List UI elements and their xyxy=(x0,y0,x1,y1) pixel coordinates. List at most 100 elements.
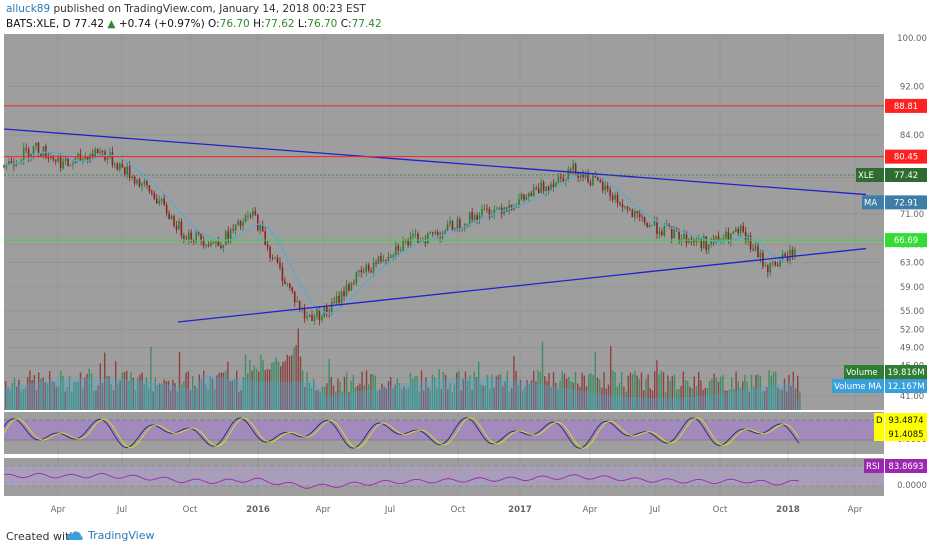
volume-bar xyxy=(304,386,306,410)
candle-body xyxy=(510,204,513,211)
volume-bar xyxy=(484,385,486,410)
volume-bar xyxy=(244,354,247,410)
volume-bar xyxy=(291,355,293,410)
candle-body xyxy=(601,182,604,191)
time-tick-label: Oct xyxy=(713,505,728,515)
candle-body xyxy=(276,257,279,263)
volume-bar xyxy=(68,375,71,410)
candle-body xyxy=(67,158,69,167)
volume-bar xyxy=(297,328,299,410)
volume-bar xyxy=(632,374,634,410)
volume-bar xyxy=(640,372,643,410)
volume-bar xyxy=(42,377,44,410)
candle-body xyxy=(37,142,40,154)
candle-body xyxy=(693,240,695,243)
value-tag: Volume MA 12.167M xyxy=(832,379,927,393)
value-tag-name-bg xyxy=(856,168,884,183)
volume-bar xyxy=(143,383,145,410)
volume-bar xyxy=(673,374,676,410)
candle-body xyxy=(414,233,417,235)
candle-body xyxy=(50,156,52,159)
volume-bar xyxy=(546,380,548,410)
volume-bar xyxy=(588,373,590,410)
candle-body xyxy=(261,224,264,232)
volume-bar xyxy=(680,386,682,410)
candle-body xyxy=(478,215,481,220)
volume-bar xyxy=(781,389,783,410)
candle-body xyxy=(456,219,459,232)
volume-bar xyxy=(269,369,271,410)
volume-bar xyxy=(720,376,722,410)
volume-bar xyxy=(57,386,60,410)
candle-body xyxy=(422,239,424,243)
level-tag-bg xyxy=(885,98,927,113)
candle-body xyxy=(210,242,212,246)
price-tick-label: 55.00 xyxy=(900,307,924,317)
volume-bar xyxy=(453,384,456,410)
volume-bar xyxy=(416,376,418,410)
volume-bar xyxy=(425,377,427,410)
stoch-tag: 91.4085 xyxy=(874,427,927,441)
volume-bar xyxy=(739,387,742,410)
candle-body xyxy=(390,256,392,258)
rsi-pane xyxy=(4,458,884,496)
volume-bar xyxy=(13,377,16,410)
volume-bar xyxy=(759,375,761,410)
volume-bar xyxy=(242,377,244,410)
volume-bar xyxy=(614,372,616,410)
volume-bar xyxy=(436,388,438,410)
candle-body xyxy=(190,232,193,240)
stoch-tag-value-bg xyxy=(885,413,927,427)
volume-bar xyxy=(341,391,343,410)
value-tag: XLE 77.42 xyxy=(856,168,927,183)
candle-body xyxy=(606,185,609,190)
volume-bar xyxy=(258,371,260,410)
volume-bar xyxy=(515,371,517,410)
volume-bar xyxy=(790,386,792,410)
volume-bar xyxy=(216,375,218,410)
candle-body xyxy=(436,231,439,236)
level-tag: 66.69 xyxy=(885,233,927,248)
candle-body xyxy=(619,202,621,205)
price-tick-label: 63.00 xyxy=(900,259,924,269)
tradingview-brand[interactable]: TradingView xyxy=(66,529,154,542)
volume-bar xyxy=(198,374,200,410)
candle-body xyxy=(106,157,109,160)
volume-bar xyxy=(288,355,291,410)
volume-bar xyxy=(513,355,515,410)
volume-bar xyxy=(38,372,40,410)
volume-bar xyxy=(570,381,572,410)
volume-bar xyxy=(24,387,27,410)
volume-bar xyxy=(18,379,20,410)
volume-bar xyxy=(156,385,159,410)
candle-body xyxy=(402,239,404,251)
value-tag: MA 72.91 xyxy=(862,195,927,210)
candle-body xyxy=(306,316,308,319)
volume-bar xyxy=(187,371,189,410)
stoch-tag: D 93.4874 xyxy=(874,413,927,427)
publish-line: alluck89 published on TradingView.com, J… xyxy=(6,3,366,15)
volume-bar xyxy=(504,381,506,410)
time-tick-label: Oct xyxy=(451,505,466,515)
candle-body xyxy=(222,245,225,249)
candle-body xyxy=(394,245,397,255)
candle-body xyxy=(767,265,769,273)
chart-canvas[interactable]: 100.0092.0084.0077.0071.0066.0063.0059.0… xyxy=(0,34,932,523)
volume-bar xyxy=(251,370,253,410)
author-link[interactable]: alluck89 xyxy=(6,3,51,15)
volume-bar xyxy=(381,383,383,410)
candle-body xyxy=(215,241,217,244)
candle-body xyxy=(648,225,651,228)
candle-body xyxy=(491,214,493,218)
volume-bar xyxy=(282,361,284,410)
symbol-label[interactable]: BATS:XLE, D xyxy=(6,18,71,30)
level-tag-label: 80.45 xyxy=(894,153,918,163)
volume-bar xyxy=(559,380,561,410)
candle-body xyxy=(653,221,656,226)
volume-bar xyxy=(440,389,442,410)
candle-body xyxy=(392,254,395,257)
high-label: H: xyxy=(253,18,265,30)
close-label: C: xyxy=(340,18,352,30)
volume-bar xyxy=(493,387,495,410)
volume-bar xyxy=(134,390,137,410)
